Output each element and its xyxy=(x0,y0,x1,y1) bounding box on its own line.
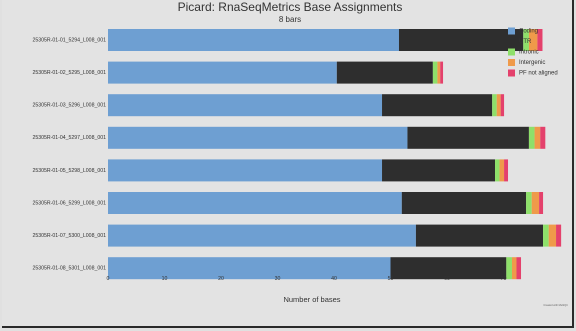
bar-segment-pf-not-aligned[interactable] xyxy=(540,126,546,149)
bar-segment-pf-not-aligned[interactable] xyxy=(500,94,505,117)
x-axis-label: Number of bases xyxy=(283,295,340,304)
bar-segment-intergenic[interactable] xyxy=(511,257,517,280)
bar-segment-utr[interactable] xyxy=(390,257,507,280)
bar-segment-intergenic[interactable] xyxy=(528,29,538,51)
legend-swatch xyxy=(508,27,515,35)
bar-segment-intergenic[interactable] xyxy=(437,61,441,84)
x-tick-labels: 0 10 20 30 40 50 60 70 xyxy=(107,276,507,282)
bar-segment-pf-not-aligned[interactable] xyxy=(556,224,562,247)
bar-segment-intronic[interactable] xyxy=(432,61,438,84)
stacked-bar-chart: Picard: RnaSeqMetrics Base Assignments 8… xyxy=(32,0,568,307)
bar-segment-coding[interactable] xyxy=(108,224,416,247)
legend-label[interactable]: PF not aligned xyxy=(519,71,558,77)
bars-group xyxy=(108,29,562,280)
category-label: 25305R-01-05_5298_L008_001 xyxy=(32,168,106,174)
bar-segment-intergenic[interactable] xyxy=(534,126,541,149)
legend-swatch xyxy=(508,48,515,56)
bar-segment-pf-not-aligned[interactable] xyxy=(504,159,509,182)
x-tick-label: 60 xyxy=(444,276,450,282)
chart-title: Picard: RnaSeqMetrics Base Assignments xyxy=(178,0,403,14)
legend-label[interactable]: Intronic xyxy=(519,50,539,56)
bar-segment-utr[interactable] xyxy=(401,192,527,214)
legend-label[interactable]: UTR xyxy=(519,39,532,45)
bar-segment-coding[interactable] xyxy=(108,159,383,182)
bar-segment-pf-not-aligned[interactable] xyxy=(537,29,543,51)
legend-label[interactable]: Intergenic xyxy=(519,60,545,66)
category-label: 25305R-01-01_5294_L008_001 xyxy=(32,37,106,43)
bar-segment-intronic[interactable] xyxy=(495,159,500,182)
x-tick-label: 40 xyxy=(331,276,337,282)
category-label: 25305R-01-04_5297_L008_001 xyxy=(32,135,106,141)
category-label: 25305R-01-06_5299_L008_001 xyxy=(32,200,106,206)
x-tick-label: 30 xyxy=(275,276,281,282)
bar-segment-utr[interactable] xyxy=(382,159,496,182)
legend-swatch xyxy=(508,69,515,77)
bar-segment-intergenic[interactable] xyxy=(531,192,540,214)
bar-segment-coding[interactable] xyxy=(108,94,383,117)
x-tick-label: 10 xyxy=(162,276,168,282)
bar-segment-utr[interactable] xyxy=(415,224,544,247)
bar-segment-intronic[interactable] xyxy=(528,126,535,149)
bar-segment-intergenic[interactable] xyxy=(499,159,505,182)
legend-swatch xyxy=(508,38,515,45)
x-tick-label: 70 xyxy=(501,276,507,282)
bar-segment-coding[interactable] xyxy=(108,126,408,149)
chart-subtitle: 8 bars xyxy=(279,15,301,24)
bar-segment-utr[interactable] xyxy=(382,94,493,117)
bar-segment-intronic[interactable] xyxy=(523,29,529,51)
bar-segment-intronic[interactable] xyxy=(526,192,532,214)
x-tick-label: 20 xyxy=(218,276,224,282)
bar-segment-intronic[interactable] xyxy=(506,257,512,280)
bar-segment-coding[interactable] xyxy=(108,257,391,280)
bar-segment-coding[interactable] xyxy=(108,29,399,51)
bar-segment-intronic[interactable] xyxy=(492,94,497,117)
category-labels: 25305R-01-01_5294_L008_001 25305R-01-02_5… xyxy=(32,37,106,271)
bar-segment-coding[interactable] xyxy=(108,192,402,214)
bar-segment-pf-not-aligned[interactable] xyxy=(539,192,544,214)
category-label: 25305R-01-02_5295_L008_001 xyxy=(32,70,106,76)
category-label: 25305R-01-08_5301_L008_001 xyxy=(32,266,106,272)
chart-credit: Created with MultiQC xyxy=(543,303,568,307)
bar-segment-intronic[interactable] xyxy=(543,224,549,247)
bar-segment-coding[interactable] xyxy=(108,61,337,84)
x-tick-label: 50 xyxy=(388,276,394,282)
bar-segment-utr[interactable] xyxy=(398,29,524,51)
category-label: 25305R-01-03_5296_L008_001 xyxy=(32,103,106,109)
bar-segment-pf-not-aligned[interactable] xyxy=(440,61,444,84)
legend-label[interactable]: Coding xyxy=(519,29,538,35)
bar-segment-intergenic[interactable] xyxy=(548,224,557,247)
legend-swatch xyxy=(508,59,515,66)
bar-segment-intergenic[interactable] xyxy=(496,94,501,117)
legend[interactable]: Coding UTR Intronic Intergenic PF not aligne… xyxy=(508,27,558,77)
bar-segment-utr[interactable] xyxy=(407,126,529,149)
bar-segment-pf-not-aligned[interactable] xyxy=(516,257,522,280)
x-tick-label: 0 xyxy=(107,276,110,282)
category-label: 25305R-01-07_5300_L008_001 xyxy=(32,233,106,239)
bar-segment-utr[interactable] xyxy=(336,61,433,84)
